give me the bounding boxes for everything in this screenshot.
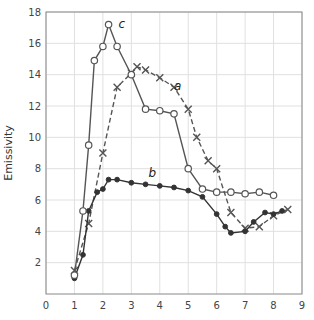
x-tick-label: 0 <box>43 300 49 311</box>
point <box>142 106 148 112</box>
point <box>85 142 91 148</box>
y-tick-label: 10 <box>28 132 41 143</box>
x-grid-line <box>188 12 189 294</box>
annotation: c <box>119 17 126 31</box>
plot-frame <box>46 12 302 294</box>
point <box>214 212 219 217</box>
point <box>114 43 120 49</box>
y-grid-line <box>46 106 302 107</box>
point <box>193 134 200 141</box>
point <box>199 186 205 192</box>
point <box>95 190 100 195</box>
point <box>171 111 177 117</box>
point <box>256 223 263 230</box>
point <box>205 157 212 164</box>
y-tick-label: 6 <box>35 195 41 206</box>
y-tick-label: 12 <box>28 101 41 112</box>
y-tick-label: 4 <box>35 226 41 237</box>
y-tick-label: 8 <box>35 163 41 174</box>
plot-area <box>71 21 291 280</box>
point <box>100 187 105 192</box>
x-tick-label: 2 <box>100 300 106 311</box>
x-tick-label: 1 <box>71 300 77 311</box>
point <box>114 84 121 91</box>
y-axis-label: Emissivity <box>2 125 15 181</box>
point <box>243 229 248 234</box>
point <box>134 63 141 70</box>
series-line <box>74 25 273 276</box>
x-grid-line <box>216 12 217 294</box>
point <box>270 192 276 198</box>
point <box>280 209 285 214</box>
x-tick-label: 3 <box>128 300 134 311</box>
y-grid-line <box>46 168 302 169</box>
point <box>156 74 163 81</box>
point <box>271 212 276 217</box>
x-grid-line <box>245 12 246 294</box>
point <box>256 189 262 195</box>
point <box>227 209 234 216</box>
point <box>263 210 268 215</box>
point <box>284 206 291 213</box>
series-line <box>74 67 287 271</box>
y-grid-line <box>46 137 302 138</box>
x-grid-line <box>159 12 160 294</box>
x-grid-line <box>273 12 274 294</box>
point <box>115 177 120 182</box>
y-grid-line <box>46 231 302 232</box>
y-tick-label: 18 <box>28 7 41 18</box>
x-tick-label: 6 <box>213 300 219 311</box>
x-grid-line <box>131 12 132 294</box>
x-grid-line <box>74 12 75 294</box>
y-tick-label: 14 <box>28 69 41 80</box>
y-tick-label: 2 <box>35 257 41 268</box>
chart: 012345678924681012141618Emissivitycab <box>0 0 314 320</box>
point <box>186 188 191 193</box>
point <box>86 209 91 214</box>
series-line <box>74 180 282 279</box>
point <box>106 177 111 182</box>
point <box>80 208 86 214</box>
x-tick-label: 4 <box>157 300 163 311</box>
y-grid-line <box>46 74 302 75</box>
point <box>71 272 77 278</box>
grid <box>46 12 302 294</box>
point <box>99 150 106 157</box>
point <box>91 57 97 63</box>
point <box>128 71 134 77</box>
point <box>200 194 205 199</box>
point <box>142 66 149 73</box>
y-grid-line <box>46 262 302 263</box>
point <box>228 231 233 236</box>
point <box>213 165 220 172</box>
point <box>185 165 191 171</box>
point <box>100 43 106 49</box>
x-tick-label: 7 <box>242 300 248 311</box>
point <box>223 224 228 229</box>
point <box>157 184 162 189</box>
point <box>228 189 234 195</box>
point <box>157 108 163 114</box>
point <box>242 191 248 197</box>
point <box>172 185 177 190</box>
y-grid-line <box>46 43 302 44</box>
point <box>251 220 256 225</box>
point <box>105 21 111 27</box>
y-tick-label: 16 <box>28 38 41 49</box>
x-tick-label: 9 <box>299 300 305 311</box>
x-tick-label: 8 <box>270 300 276 311</box>
point <box>81 252 86 257</box>
point <box>213 189 219 195</box>
x-tick-label: 5 <box>185 300 191 311</box>
annotation: a <box>174 79 181 93</box>
point <box>270 212 277 219</box>
point <box>185 106 192 113</box>
point <box>129 180 134 185</box>
annotation: b <box>148 166 156 180</box>
point <box>143 182 148 187</box>
